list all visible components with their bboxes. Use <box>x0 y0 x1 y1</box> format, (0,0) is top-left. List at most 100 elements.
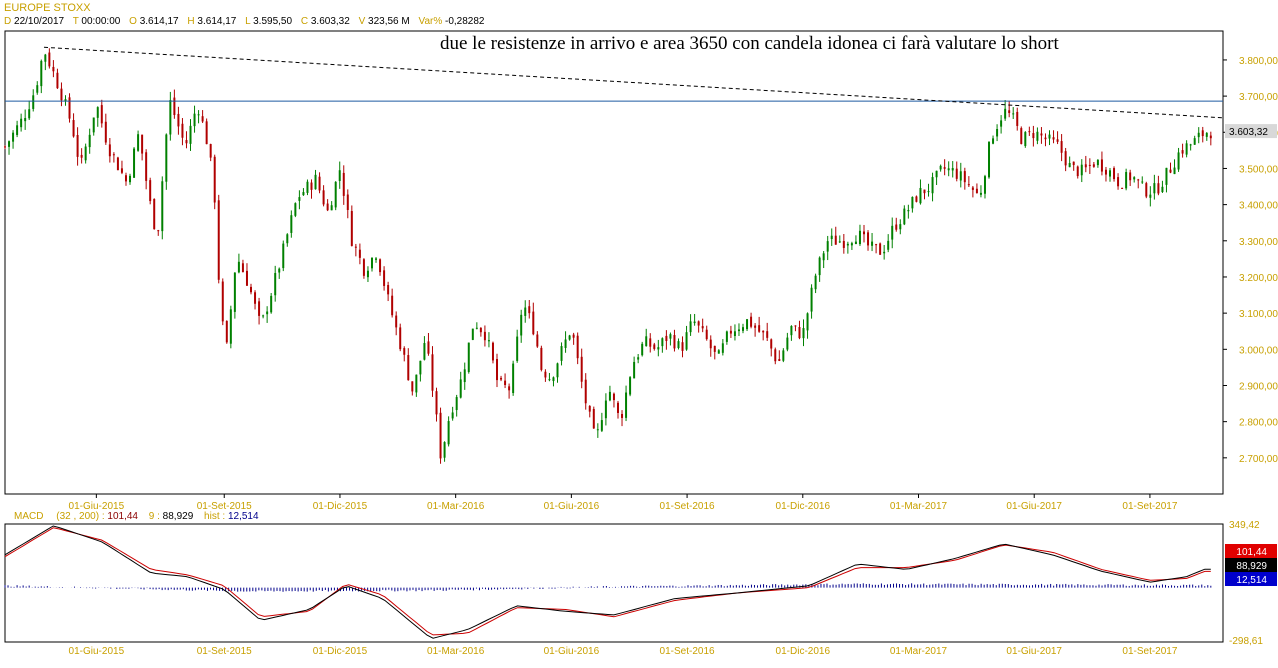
candle-body <box>1161 186 1164 193</box>
candle-body <box>141 134 144 154</box>
candle-body <box>979 192 982 195</box>
signal-value: 88,929 <box>162 511 194 522</box>
candle-body <box>891 225 894 240</box>
candle-body <box>193 113 196 127</box>
candle-body <box>992 138 995 144</box>
candle-body <box>935 170 938 178</box>
candle-body <box>996 129 999 137</box>
candle-body <box>520 314 523 336</box>
candle-body <box>911 196 914 209</box>
candle-body <box>475 327 478 329</box>
candle-body <box>709 339 712 349</box>
candle-body <box>548 379 551 381</box>
candle-body <box>209 144 212 158</box>
candle-body <box>346 194 349 210</box>
candle-body <box>1173 167 1176 175</box>
candle-body <box>36 85 39 93</box>
price-x-axis: 01-Giu-2015 01-Set-2015 01-Dic-2015 01-Mar-… <box>69 494 1178 512</box>
candle-body <box>145 152 148 181</box>
candle-body <box>302 192 305 196</box>
candle-body <box>1068 162 1071 168</box>
candle-body <box>504 380 507 385</box>
candle-body <box>915 196 918 202</box>
candle-body <box>1080 164 1083 176</box>
candle-body <box>1096 160 1099 166</box>
date-value: 22/10/2017 <box>14 16 65 27</box>
candle-body <box>608 391 611 401</box>
x-tick-label: 01-Dic-2015 <box>313 501 368 512</box>
candle-body <box>116 157 119 171</box>
candle-body <box>943 167 946 169</box>
x-tick-label: 01-Mar-2017 <box>890 501 948 512</box>
candle-body <box>439 412 442 459</box>
candle-body <box>124 175 127 182</box>
candle-body <box>1076 166 1079 177</box>
candle-body <box>616 402 619 413</box>
candle-body <box>298 197 301 201</box>
candle-body <box>846 243 849 246</box>
candle-body <box>1060 141 1063 153</box>
candle-body <box>1028 131 1031 133</box>
candle-body <box>330 205 333 211</box>
candle-body <box>92 117 95 133</box>
candle-body <box>963 171 966 183</box>
candle-body <box>1104 169 1107 175</box>
candle-body <box>68 97 71 119</box>
candle-body <box>278 268 281 273</box>
candle-body <box>826 241 829 252</box>
macd-ytick-top: 349,42 <box>1229 520 1260 531</box>
candle-body <box>1177 152 1180 170</box>
candle-body <box>221 281 224 322</box>
candle-body <box>540 347 543 370</box>
volume-label: V <box>358 16 366 27</box>
macd-x-tick-label: 01-Giu-2016 <box>544 646 600 657</box>
candle-body <box>746 319 749 330</box>
candle-body <box>310 182 313 190</box>
candle-body <box>596 429 599 431</box>
candle-body <box>568 335 571 340</box>
candle-body <box>20 118 23 128</box>
time-value: 00:00:00 <box>81 16 121 27</box>
price-axis: 2.700,00 2.800,00 2.900,00 3.000,00 3.100,00… <box>1223 56 1278 465</box>
candle-body <box>262 315 265 317</box>
candle-body <box>778 359 781 361</box>
candle-body <box>387 285 390 295</box>
candle-body <box>669 334 672 339</box>
macd-title: MACD <box>14 511 44 522</box>
candle-body <box>1108 170 1111 177</box>
candle-body <box>637 357 640 360</box>
close-label: C <box>300 16 309 27</box>
candle-body <box>88 134 91 148</box>
candle-body <box>1201 130 1204 137</box>
candle-body <box>354 246 357 248</box>
candle-body <box>576 335 579 359</box>
candle-body <box>44 54 47 62</box>
candle-body <box>1125 172 1128 189</box>
candle-body <box>564 339 567 348</box>
candle-body <box>931 177 934 194</box>
candle-body <box>786 337 789 350</box>
price-tick-label: 3.500,00 <box>1239 164 1278 175</box>
candle-body <box>681 342 684 351</box>
volume-value: 323,56 M <box>368 16 410 27</box>
macd-axis: 349,42 -298,61 101,44 88,929 12,514 <box>1225 520 1277 647</box>
candle-body <box>592 408 595 429</box>
candle-body <box>205 121 208 145</box>
candle-body <box>237 261 240 273</box>
candle-body <box>28 109 31 119</box>
macd-x-axis: 01-Giu-2015 01-Set-2015 01-Dic-2015 01-Mar-… <box>69 646 1178 657</box>
candle-body <box>258 301 261 316</box>
candle-body <box>621 414 624 418</box>
candle-body <box>96 107 99 118</box>
macd-value: 101,44 <box>107 511 138 522</box>
candle-body <box>657 347 660 350</box>
candle-body <box>875 244 878 246</box>
candle-body <box>318 176 321 191</box>
candle-body <box>1084 164 1087 168</box>
candle-body <box>1181 150 1184 154</box>
candle-body <box>427 341 430 354</box>
macd-params: (32 , 200) <box>56 511 100 522</box>
candle-body <box>153 198 156 230</box>
candle-body <box>798 327 801 339</box>
